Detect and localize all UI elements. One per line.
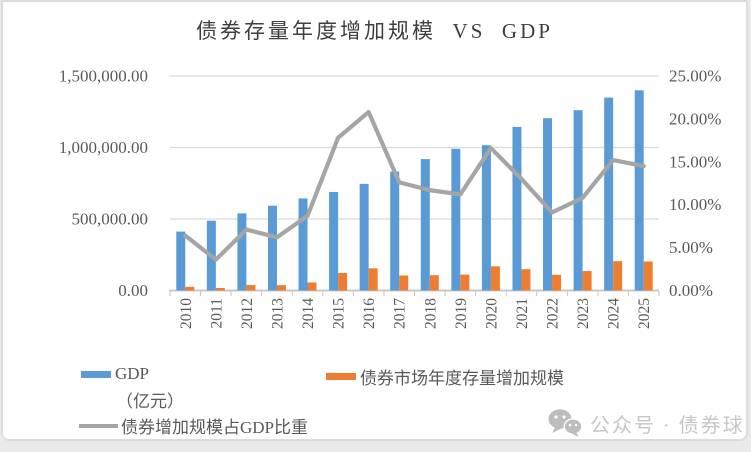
gdp-legend-swatch (81, 370, 111, 378)
x-axis-category-label: 2020 (483, 298, 500, 329)
bond-increase-bar (307, 282, 317, 291)
right-axis-tick-label: 10.00% (669, 195, 721, 214)
right-axis-tick-label: 0.00% (669, 281, 713, 300)
ratio-legend-label: 债券增加规模占GDP比重 (121, 418, 309, 437)
gdp-bar (604, 97, 614, 291)
bond-increase-bar (460, 274, 470, 291)
bond-legend-swatch (326, 373, 356, 380)
x-axis-category-label: 2025 (636, 298, 653, 329)
gdp-bar (267, 205, 277, 291)
gdp-bar (481, 145, 491, 291)
gdp-bar (634, 90, 644, 291)
x-axis-category-label: 2012 (239, 298, 256, 329)
bond-increase-bar (215, 287, 225, 291)
x-axis-category-label: 2018 (422, 298, 439, 329)
bond-increase-bar (368, 268, 378, 291)
bond-increase-bar (399, 275, 409, 291)
x-axis-category-label: 2017 (392, 298, 409, 329)
bond-increase-bar (185, 286, 195, 291)
left-axis-tick-label: 0.00 (118, 281, 148, 300)
wechat-icon (548, 409, 582, 437)
gdp-bar (512, 126, 522, 291)
right-axis-tick-label: 20.00% (669, 109, 721, 128)
gdp-bar (420, 159, 430, 291)
gdp-bar (390, 171, 400, 291)
x-axis-category-label: 2022 (545, 298, 562, 329)
bond-increase-bar (246, 285, 256, 291)
gdp-bar (176, 231, 186, 291)
x-axis-category-label: 2011 (208, 298, 225, 328)
bond-increase-bar (490, 266, 500, 291)
gdp-bar (451, 148, 461, 291)
x-axis-category-label: 2023 (575, 298, 592, 329)
legend-item-gdp: GDP (81, 364, 149, 384)
gdp-legend-label: GDP (115, 364, 150, 383)
gdp-bar (237, 213, 247, 291)
chart-card: 债券存量年度增加规模 VS GDP 1,500,000.00 1,000,000.… (1, 0, 748, 441)
ratio-line (183, 109, 646, 262)
gdp-legend-label-unit: （亿元） (116, 392, 184, 411)
x-axis-category-label: 2010 (178, 298, 195, 329)
legend-item-bond-increase: 债券市场年度存量增加规模 (326, 364, 564, 389)
gdp-bar (543, 118, 553, 291)
ratio-legend-swatch (79, 423, 118, 428)
bond-increase-bar (613, 261, 623, 291)
left-axis-tick-label: 1,500,000.00 (59, 67, 148, 86)
left-axis-tick-label: 500,000.00 (72, 210, 149, 229)
gdp-bar (298, 198, 308, 291)
gdp-bar (359, 183, 369, 291)
watermark-text: 公众号 · 债券球 (590, 414, 745, 437)
x-axis-category-label: 2013 (269, 298, 286, 329)
combo-chart-plot-area: 1,500,000.00 1,000,000.00 500,000.00 0.00 25… (59, 67, 722, 330)
x-axis-category-label: 2021 (514, 298, 531, 329)
bond-increase-bar (276, 285, 286, 291)
bond-increase-bar (582, 271, 592, 291)
right-axis-tick-label: 15.00% (669, 152, 721, 171)
left-axis-tick-label: 1,000,000.00 (59, 138, 148, 157)
bond-increase-bar (552, 274, 562, 291)
x-axis-category-label: 2016 (361, 298, 378, 329)
bond-increase-bar (643, 261, 653, 291)
bond-increase-bar (338, 273, 348, 291)
x-axis-category-label: 2014 (300, 298, 317, 329)
x-axis-category-label: 2024 (606, 298, 623, 329)
gdp-bar (329, 191, 339, 291)
x-axis-category-label: 2015 (331, 298, 348, 329)
legend-item-ratio-line: 债券增加规模占GDP比重 (79, 413, 308, 438)
bond-increase-bar (521, 269, 531, 291)
chart-title: 债券存量年度增加规模 VS GDP (196, 19, 553, 43)
right-axis-tick-label: 25.00% (669, 67, 721, 86)
right-axis-tick-label: 5.00% (669, 238, 713, 257)
x-axis-category-label: 2019 (453, 298, 470, 329)
watermark: 公众号 · 债券球 (548, 406, 748, 440)
bond-legend-label: 债券市场年度存量增加规模 (360, 369, 564, 388)
bond-increase-bar (429, 275, 439, 291)
